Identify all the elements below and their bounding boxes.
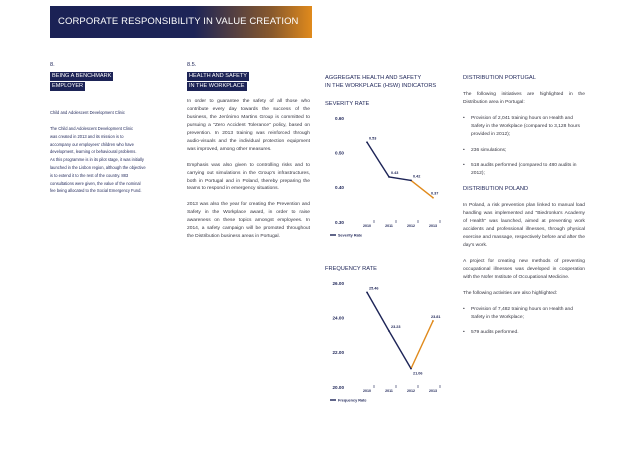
section-8-line: fee being allocated to the Social Emerge… (50, 188, 142, 194)
section-8-number: 8. (50, 62, 55, 68)
page-title: CORPORATE RESPONSIBILITY IN VALUE CREATI… (58, 16, 299, 27)
section-85-paragraph: In order to guarantee the safety of all … (187, 99, 310, 152)
section-8-subhead: Child and Adolescent Development Clinic (50, 110, 125, 115)
y-tick-label: 24.00 (333, 315, 345, 320)
section-8-line: As this programme is in its pilot stage,… (50, 157, 144, 163)
data-point (432, 320, 434, 322)
section-8-body: The Child and Adolescent Development Cli… (50, 125, 182, 195)
series-line-segment (410, 320, 434, 369)
section-8-line: is to extend it to the rest of the count… (50, 172, 129, 178)
data-point (410, 367, 412, 370)
portugal-intro: The following initiatives are highlighte… (463, 91, 585, 105)
section-85-tag-line1: HEALTH AND SAFETY (187, 72, 250, 81)
frequency-rate-chart: 26.00 24.00 22.00 20.00 2010 2011 2012 2013 25.4… (330, 281, 441, 403)
data-point (432, 196, 434, 199)
y-tick-label: 0.40 (335, 185, 344, 190)
list-item: Provision of 7,482 training hours on Hea… (463, 306, 585, 322)
header-banner: CORPORATE RESPONSIBILITY IN VALUE CREATI… (50, 6, 312, 38)
section-8-line: launched in the Lisbon region, although … (50, 164, 146, 170)
x-tick-label: 2010 (363, 389, 371, 393)
y-tick-label: 0.60 (335, 116, 344, 121)
frequency-chart-title: FREQUENCY RATE (325, 266, 377, 272)
charts-heading: AGGREGATE HEALTH AND SAFETY IN THE WORKP… (325, 74, 460, 90)
series-line-segment (388, 176, 412, 182)
section-8-line: accompany our employees' children who ha… (50, 141, 134, 147)
section-8-line: development, learning or behavioural pro… (50, 149, 137, 155)
section-85-tag-line2: IN THE WORKPLACE (187, 82, 247, 91)
data-label: 23.81 (431, 315, 441, 319)
section-85-paragraph: Emphasis was also given to controlling r… (187, 162, 310, 192)
section-8-tag-line1: BEING A BENCHMARK (50, 72, 114, 81)
poland-list: Provision of 7,482 training hours on Hea… (463, 306, 585, 338)
severity-rate-chart: 0.60 0.50 0.40 0.30 2010 2011 2012 2013 0.53 0.43… (330, 116, 441, 238)
data-label: 0.43 (391, 171, 398, 175)
list-item: 579 audits performed. (463, 329, 585, 337)
data-point (388, 330, 390, 332)
data-point (410, 179, 412, 182)
right-column: DISTRIBUTION PORTUGAL The following init… (463, 75, 585, 345)
legend-label: Severity Rate (338, 234, 362, 238)
data-label: 0.53 (369, 136, 376, 140)
x-tick-label: 2010 (363, 224, 371, 228)
legend-label: Frequency Rate (338, 399, 367, 403)
y-tick-label: 22.00 (333, 350, 345, 355)
x-tick-label: 2011 (385, 389, 393, 393)
list-item: 518 audits performed (compared to 480 au… (463, 162, 585, 178)
x-tick-label: 2013 (429, 224, 437, 228)
y-tick-label: 20.00 (333, 385, 345, 390)
x-tick-label: 2011 (385, 224, 393, 228)
section-8-tag-line2: EMPLOYER (50, 82, 86, 91)
section-8-line: The Child and Adolescent Development Cli… (50, 126, 134, 131)
charts-heading-line2: IN THE WORKPLACE (HSW) INDICATORS (325, 83, 437, 89)
series-line-segment (366, 292, 390, 332)
data-point (366, 291, 368, 294)
section-85-body: In order to guarantee the safety of all … (187, 98, 310, 249)
portugal-heading: DISTRIBUTION PORTUGAL (463, 75, 536, 81)
data-point (366, 141, 368, 144)
poland-paragraph: In Poland, a risk prevention plan linked… (463, 203, 585, 249)
portugal-list: Provision of 2,041 training hours on Hea… (463, 115, 585, 179)
list-item: 236 simulations; (463, 147, 585, 155)
y-tick-label: 26.00 (333, 281, 345, 286)
section-85-paragraph: 2013 was also the year for creating the … (187, 202, 310, 240)
list-item: Provision of 2,041 training hours on Hea… (463, 115, 585, 139)
poland-paragraph: A project for creating new methods of pr… (463, 258, 585, 280)
y-tick-label: 0.30 (335, 220, 344, 225)
x-tick-label: 2012 (407, 389, 415, 393)
series-line-segment (366, 141, 390, 178)
poland-paragraph: The following activities are also highli… (463, 290, 558, 296)
section-8-line: consultations were given, the value of t… (50, 180, 141, 186)
data-label: 0.37 (431, 192, 438, 196)
y-tick-label: 0.50 (335, 150, 344, 155)
x-tick-label: 2012 (407, 224, 415, 228)
section-85-number: 8.5. (187, 62, 197, 68)
poland-heading: DISTRIBUTION POLAND (463, 186, 529, 193)
data-label: 21.06 (413, 372, 423, 376)
data-label: 0.42 (413, 174, 420, 178)
data-point (388, 176, 390, 178)
charts-heading-line1: AGGREGATE HEALTH AND SAFETY (325, 75, 422, 81)
x-tick-label: 2013 (429, 389, 437, 393)
severity-chart-title: SEVERITY RATE (325, 101, 370, 107)
section-8-line: was created in 2013 and its mission is t… (50, 133, 124, 139)
series-line-segment (388, 330, 412, 369)
series-line-segment (410, 179, 434, 199)
data-label: 25.46 (369, 286, 379, 290)
data-label: 23.23 (391, 325, 401, 329)
